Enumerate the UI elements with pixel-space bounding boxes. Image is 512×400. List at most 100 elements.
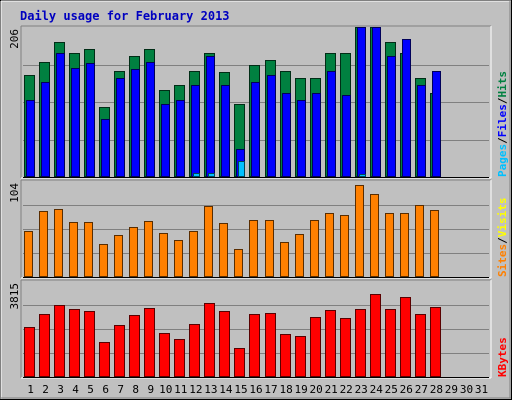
- bar-visits-day-14: [219, 223, 228, 277]
- bar-files-day-22: [342, 95, 351, 177]
- bar-kbytes-day-10: [159, 333, 170, 377]
- panel-requests-max-label: 206: [8, 29, 21, 49]
- bar-visits-day-28: [430, 210, 439, 277]
- bar-files-day-1: [26, 100, 35, 177]
- bar-kbytes-day-20: [310, 317, 321, 377]
- bar-files-day-24: [372, 27, 381, 177]
- day-label-26: 26: [400, 383, 413, 396]
- bar-files-day-14: [221, 85, 230, 177]
- bar-files-day-19: [297, 100, 306, 177]
- day-label-22: 22: [340, 383, 353, 396]
- day-label-6: 6: [102, 383, 109, 396]
- bar-kbytes-day-13: [204, 303, 215, 377]
- bar-files-day-9: [146, 62, 155, 177]
- bar-files-day-18: [282, 93, 291, 177]
- legend-entry-pages: Pages: [496, 144, 509, 177]
- bar-visits-day-13: [204, 206, 213, 277]
- legend-entry-files: Files: [496, 104, 509, 137]
- series-pages: [193, 161, 366, 177]
- day-label-30: 30: [460, 383, 473, 396]
- day-labels: 1 2 3 4 5 6 7 8 9 10 11 12 13 14 15 16 17 18 19 20 21 22 23 24 2…: [27, 383, 488, 396]
- bar-files-day-27: [417, 85, 426, 177]
- bar-visits-day-25: [385, 213, 394, 277]
- day-label-17: 17: [264, 383, 277, 396]
- bar-kbytes-day-18: [280, 334, 291, 377]
- legend-bottom: KBytes: [496, 337, 509, 377]
- day-label-20: 20: [309, 383, 322, 396]
- bar-kbytes-day-24: [370, 294, 381, 377]
- bar-kbytes-day-22: [340, 318, 351, 377]
- bar-kbytes-day-6: [99, 342, 110, 377]
- bar-kbytes-day-19: [295, 336, 306, 377]
- bar-kbytes-day-5: [84, 311, 95, 377]
- bar-files-day-8: [131, 69, 140, 177]
- bar-files-day-5: [86, 63, 95, 177]
- day-label-2: 2: [42, 383, 49, 396]
- series-files: [26, 27, 441, 177]
- day-label-29: 29: [445, 383, 458, 396]
- day-label-19: 19: [294, 383, 307, 396]
- day-label-28: 28: [430, 383, 443, 396]
- legend-entry-sites: Sites: [496, 244, 509, 277]
- bar-kbytes-day-27: [415, 314, 426, 377]
- bar-files-day-4: [71, 68, 80, 177]
- bar-visits-day-12: [189, 231, 198, 277]
- bar-files-day-13: [206, 56, 215, 177]
- bar-kbytes-day-26: [400, 297, 411, 377]
- bar-visits-day-19: [295, 234, 304, 277]
- legend-top: Pages/Files/Hits: [496, 71, 509, 177]
- bar-kbytes-day-25: [385, 309, 396, 377]
- bar-files-day-12: [191, 85, 200, 177]
- bar-files-day-28: [432, 71, 441, 177]
- day-label-31: 31: [475, 383, 488, 396]
- day-label-13: 13: [204, 383, 217, 396]
- bar-visits-day-10: [159, 233, 168, 277]
- panel-kbytes: 3815: [8, 279, 492, 379]
- bar-kbytes-day-4: [69, 309, 80, 377]
- legend-entry-visits: Visits: [496, 198, 509, 238]
- day-label-8: 8: [132, 383, 139, 396]
- bar-kbytes-day-21: [325, 310, 336, 377]
- bar-visits-day-27: [415, 205, 424, 277]
- panel-requests: 206: [8, 25, 492, 179]
- series-visits: [24, 185, 439, 277]
- legend-entry-kbytes: KBytes: [496, 337, 509, 377]
- bar-kbytes-day-17: [265, 313, 276, 377]
- bar-visits-day-22: [340, 215, 349, 277]
- bar-pages-day-13: [208, 173, 215, 177]
- bar-visits-day-7: [114, 235, 123, 277]
- bar-kbytes-day-11: [174, 339, 185, 377]
- bar-files-day-3: [56, 53, 65, 177]
- day-label-9: 9: [147, 383, 154, 396]
- bar-files-day-11: [176, 100, 185, 177]
- legend-entry-slash: /: [496, 237, 509, 244]
- day-label-25: 25: [385, 383, 398, 396]
- bar-kbytes-day-8: [129, 315, 140, 377]
- bar-kbytes-day-1: [24, 327, 35, 377]
- day-label-11: 11: [174, 383, 187, 396]
- bar-visits-day-17: [265, 220, 274, 277]
- legend-entry-slash: /: [496, 97, 509, 104]
- day-label-5: 5: [87, 383, 94, 396]
- day-label-23: 23: [355, 383, 368, 396]
- bar-pages-day-12: [193, 173, 200, 177]
- panel-visits: 104: [8, 179, 492, 279]
- bar-visits-day-9: [144, 221, 153, 277]
- bar-files-day-7: [116, 78, 125, 177]
- bar-files-day-16: [251, 82, 260, 177]
- day-label-14: 14: [219, 383, 233, 396]
- day-label-1: 1: [27, 383, 34, 396]
- bar-visits-day-16: [249, 220, 258, 277]
- bar-kbytes-day-16: [249, 314, 260, 377]
- bar-visits-day-8: [129, 227, 138, 277]
- bar-pages-day-15: [238, 161, 245, 177]
- day-label-3: 3: [57, 383, 64, 396]
- day-label-15: 15: [234, 383, 247, 396]
- day-label-4: 4: [72, 383, 79, 396]
- bar-visits-day-4: [69, 222, 78, 277]
- day-label-24: 24: [370, 383, 384, 396]
- bar-kbytes-day-9: [144, 308, 155, 377]
- bar-files-day-26: [402, 39, 411, 177]
- panel-kbytes-max-label: 3815: [8, 283, 21, 310]
